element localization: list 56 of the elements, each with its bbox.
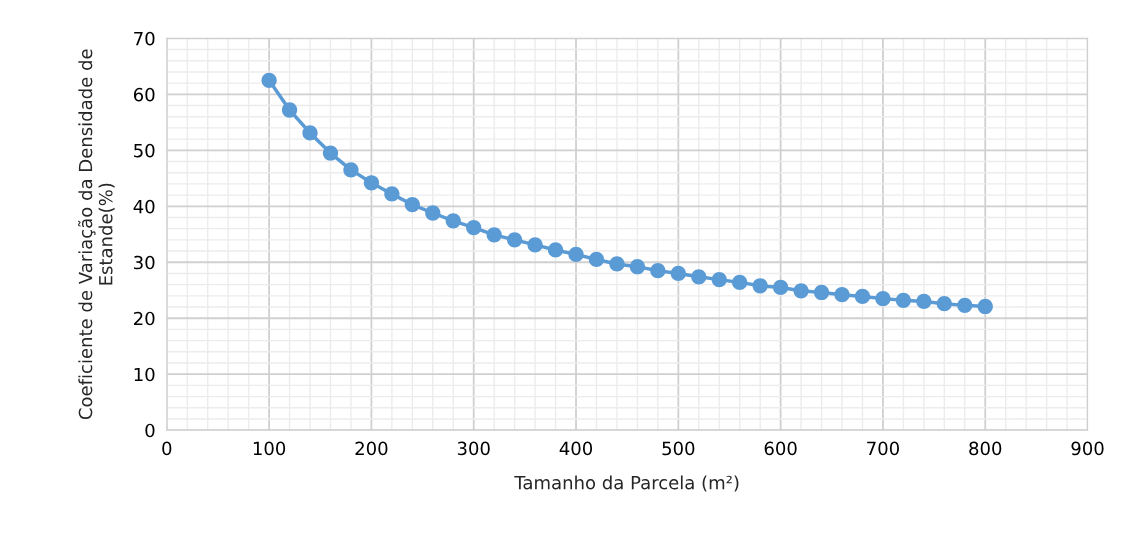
y-tick-label: 20 [134, 311, 155, 326]
x-tick-label: 700 [867, 441, 899, 456]
point [711, 271, 727, 288]
point [691, 269, 707, 285]
point [322, 145, 339, 161]
point [609, 256, 625, 272]
y-tick-label: 30 [134, 255, 155, 270]
point [384, 186, 400, 202]
x-tick-label: 400 [559, 441, 593, 456]
y-tick-label: 50 [134, 143, 155, 158]
point [732, 274, 748, 291]
point [650, 263, 666, 279]
point [895, 292, 912, 308]
point [486, 227, 502, 243]
y-tick-label: 0 [145, 423, 155, 438]
point [466, 219, 482, 236]
point [813, 284, 830, 301]
x-tick-label: 900 [1071, 441, 1104, 456]
x-axis-title: Tamanho da Parcela (m²) [514, 475, 739, 492]
x-tick-label: 200 [355, 441, 388, 456]
point [875, 291, 891, 307]
point [773, 279, 789, 296]
point [936, 296, 952, 312]
point [261, 72, 277, 88]
point [343, 162, 359, 178]
point [957, 297, 973, 313]
point [670, 265, 686, 282]
y-tick-label: 60 [133, 87, 155, 102]
point [363, 175, 380, 191]
point [629, 259, 646, 275]
x-tick-label: 800 [969, 441, 1002, 456]
point [547, 242, 564, 258]
x-tick-label: 500 [662, 441, 695, 456]
point [916, 293, 932, 310]
y-tick-label: 40 [133, 199, 155, 214]
point [834, 287, 850, 303]
x-tick-label: 100 [253, 441, 286, 456]
point [568, 246, 584, 263]
x-tick-label: 300 [457, 441, 490, 456]
point [281, 102, 298, 118]
y-tick-label: 10 [134, 367, 155, 382]
x-tick-label: 0 [162, 441, 172, 456]
y-axis-title: Coeficiente de Variação da Densidade de Estande(%) [78, 49, 115, 420]
point [507, 232, 523, 248]
point [425, 205, 441, 221]
point [404, 196, 420, 213]
point [445, 213, 461, 229]
point [527, 237, 543, 253]
x-tick-label: 600 [764, 441, 797, 456]
point [752, 278, 768, 294]
point [854, 288, 871, 305]
point [302, 125, 318, 141]
point [588, 251, 605, 268]
point [793, 283, 809, 299]
y-tick-label: 70 [134, 31, 155, 46]
point [977, 298, 993, 315]
